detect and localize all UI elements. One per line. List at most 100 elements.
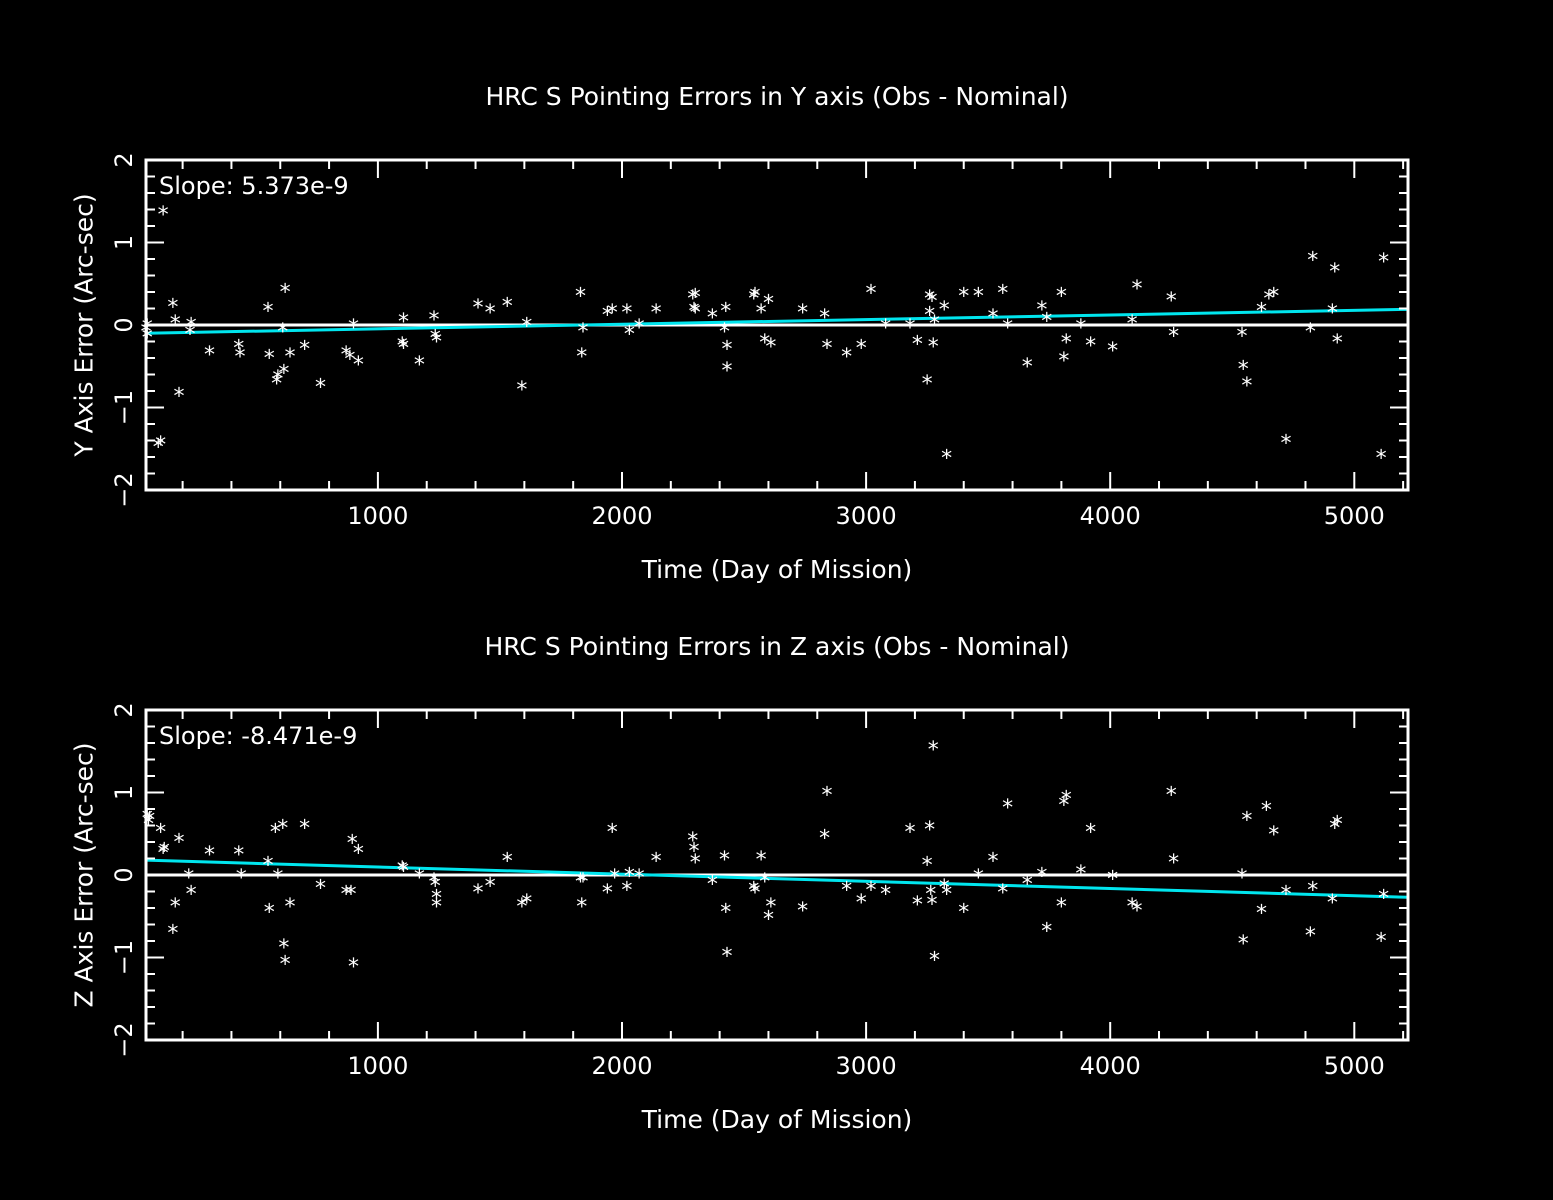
data-point: * <box>1261 798 1272 823</box>
data-point: * <box>607 301 618 326</box>
data-point: * <box>1085 334 1096 359</box>
x-tick-label: 5000 <box>1324 502 1385 530</box>
data-point: * <box>315 877 326 902</box>
data-point: * <box>927 892 938 917</box>
data-point: * <box>263 854 274 879</box>
data-point: * <box>1127 895 1138 920</box>
data-point: * <box>756 301 767 326</box>
y-tick-label: 2 <box>110 152 138 167</box>
data-point: * <box>348 316 359 341</box>
y-tick-label: 1 <box>110 785 138 800</box>
data-point: * <box>721 337 732 362</box>
data-point: * <box>1329 817 1340 842</box>
data-point: * <box>1056 895 1067 920</box>
y-tick-label: −1 <box>110 390 138 425</box>
data-point: * <box>1168 324 1179 349</box>
data-point: * <box>516 378 527 403</box>
data-point: * <box>707 306 718 331</box>
data-point: * <box>748 878 759 903</box>
data-point: * <box>602 304 613 329</box>
data-point: * <box>521 891 532 916</box>
data-point: * <box>1256 901 1267 926</box>
data-point: * <box>431 330 442 355</box>
data-point: * <box>431 895 442 920</box>
data-point: * <box>348 955 359 980</box>
data-point: * <box>1107 868 1118 893</box>
data-point: * <box>958 285 969 310</box>
data-point: * <box>928 738 939 763</box>
data-point: * <box>928 335 939 360</box>
data-point: * <box>924 287 935 312</box>
data-point: * <box>397 858 408 883</box>
data-point: * <box>186 314 197 339</box>
data-point: * <box>765 335 776 360</box>
chart-title: HRC S Pointing Errors in Y axis (Obs - N… <box>485 82 1068 111</box>
data-point: * <box>922 854 933 879</box>
data-point: * <box>1166 784 1177 809</box>
data-point: * <box>341 343 352 368</box>
data-point: * <box>159 840 170 865</box>
data-point: * <box>155 821 166 846</box>
y-axis-error-panel: HRC S Pointing Errors in Y axis (Obs - N… <box>70 82 1410 584</box>
data-point: * <box>414 866 425 891</box>
y-tick-label: 2 <box>110 702 138 717</box>
data-point: * <box>941 883 952 908</box>
data-point: * <box>204 843 215 868</box>
data-point: * <box>186 883 197 908</box>
data-point: * <box>912 893 923 918</box>
data-point: * <box>353 841 364 866</box>
data-point: * <box>721 944 732 969</box>
data-point: * <box>1075 862 1086 887</box>
x-axis-label: Time (Day of Mission) <box>641 1105 913 1134</box>
data-point: * <box>315 375 326 400</box>
data-point: * <box>1280 432 1291 457</box>
data-point: * <box>1268 285 1279 310</box>
z-axis-error-panel: HRC S Pointing Errors in Z axis (Obs - N… <box>70 632 1410 1134</box>
y-tick-label: 0 <box>110 867 138 882</box>
data-point: * <box>429 308 440 333</box>
y-axis-label: Z Axis Error (Arc-sec) <box>70 742 99 1007</box>
data-point: * <box>719 848 730 873</box>
data-point: * <box>1241 374 1252 399</box>
data-point: * <box>690 285 701 310</box>
data-point: * <box>797 899 808 924</box>
data-point: * <box>929 949 940 974</box>
data-point: * <box>280 953 291 978</box>
data-point: * <box>398 337 409 362</box>
data-point: * <box>485 301 496 326</box>
data-point: * <box>756 848 767 873</box>
data-point: * <box>822 784 833 809</box>
data-point: * <box>1237 324 1248 349</box>
x-tick-label: 2000 <box>591 1052 652 1080</box>
x-tick-label: 1000 <box>347 502 408 530</box>
data-point: * <box>1107 339 1118 364</box>
data-point: * <box>748 287 759 312</box>
data-point: * <box>939 876 950 901</box>
data-point: * <box>272 367 283 392</box>
data-point: * <box>856 891 867 916</box>
data-point: * <box>1085 821 1096 846</box>
x-tick-label: 5000 <box>1324 1052 1385 1080</box>
data-point: * <box>1002 796 1013 821</box>
data-point: * <box>575 870 586 895</box>
data-point: * <box>1378 250 1389 275</box>
data-point: * <box>1307 878 1318 903</box>
data-point: * <box>687 829 698 854</box>
data-point: * <box>924 304 935 329</box>
data-point: * <box>1305 924 1316 949</box>
data-point: * <box>865 878 876 903</box>
data-point: * <box>797 301 808 326</box>
data-point: * <box>690 301 701 326</box>
x-axis-label: Time (Day of Mission) <box>641 555 913 584</box>
data-point: * <box>278 361 289 386</box>
data-point: * <box>1056 285 1067 310</box>
data-point: * <box>167 295 178 320</box>
data-point: * <box>158 841 169 866</box>
linear-fit-line <box>145 858 1409 899</box>
data-point: * <box>922 372 933 397</box>
data-point: * <box>924 818 935 843</box>
chart-title: HRC S Pointing Errors in Z axis (Obs - N… <box>485 632 1070 661</box>
data-point: * <box>841 878 852 903</box>
data-point: * <box>142 807 153 832</box>
